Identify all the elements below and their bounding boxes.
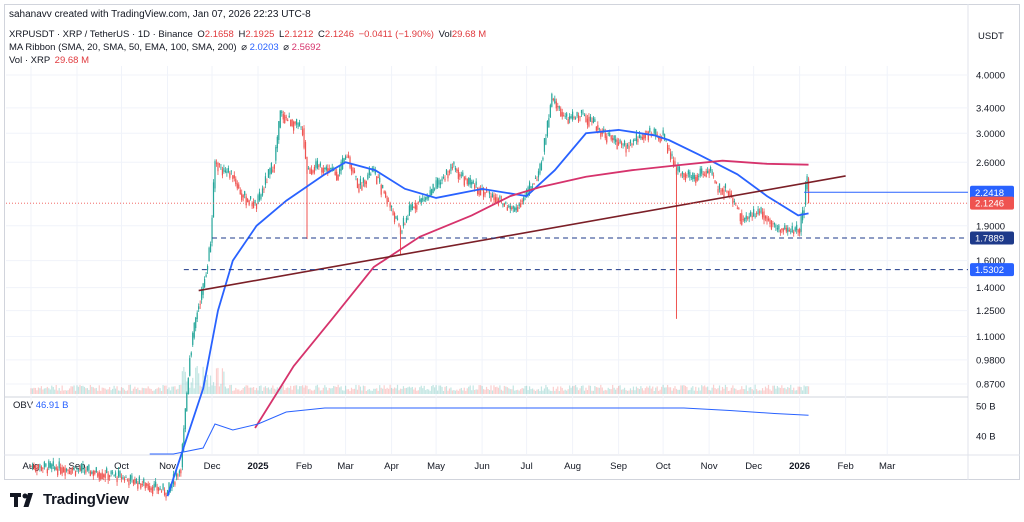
vol-line-value: 29.68 M [54, 55, 89, 66]
ma-ribbon-label[interactable]: MA Ribbon (SMA, 20, SMA, 50, EMA, 100, S… [9, 42, 237, 53]
candle-body [132, 479, 134, 484]
candle-body [168, 482, 170, 495]
candle-body [162, 484, 164, 490]
attribution: sahanavv created with TradingView.com, J… [9, 9, 311, 20]
tradingview-logo-icon [10, 492, 33, 507]
low-value: 2.1212 [284, 29, 314, 40]
candle-body [152, 486, 154, 495]
vol-line-label[interactable]: Vol · XRP [9, 55, 51, 66]
candle-body [140, 483, 142, 489]
ma-value-1: 2.0203 [249, 42, 279, 53]
brand-name: TradingView [43, 491, 129, 508]
open-label: O [197, 29, 205, 40]
candle-body [147, 484, 149, 490]
candle-body [166, 490, 169, 494]
candle-body [156, 486, 158, 491]
candle-body [153, 483, 155, 488]
candle-body [128, 479, 130, 486]
volume-label: Vol [438, 29, 452, 40]
candle-body [165, 492, 167, 498]
candle-body [171, 483, 173, 489]
ma-sep-1: ⌀ [241, 42, 247, 53]
candle-body [155, 481, 157, 487]
candle-body [160, 491, 163, 493]
candle-body [174, 482, 176, 485]
symbol-legend[interactable]: XRPUSDT · XRP / TetherUS · 1D · Binance … [9, 29, 486, 40]
high-label: H [238, 29, 246, 40]
obv-legend[interactable]: OBV 46.91 B [13, 400, 68, 411]
ma-sep-2: ⌀ [283, 42, 290, 53]
candle-body [150, 488, 152, 490]
ma-ribbon-legend[interactable]: MA Ribbon (SMA, 20, SMA, 50, EMA, 100, S… [9, 42, 321, 53]
vol-legend[interactable]: Vol · XRP 29.68 M [9, 55, 89, 66]
chart-frame [4, 4, 1020, 480]
change-value: −0.0411 (−1.90%) [358, 29, 434, 40]
close-value: 2.1246 [324, 29, 354, 40]
candle-body [159, 488, 161, 490]
candle-body [158, 487, 160, 491]
high-value: 2.1925 [245, 29, 275, 40]
obv-label[interactable]: OBV [13, 400, 34, 411]
candle-body [163, 489, 166, 495]
close-label: C [318, 29, 325, 40]
candle-body [169, 484, 172, 491]
candle-body [141, 484, 143, 486]
candle-body [149, 485, 151, 492]
currency-label[interactable]: USDT [978, 31, 1004, 42]
candle-body [146, 483, 148, 486]
ma-value-2: 2.5692 [291, 42, 321, 53]
symbol-name[interactable]: XRPUSDT · XRP / TetherUS · 1D · Binance [9, 29, 193, 40]
obv-value: 46.91 B [35, 400, 69, 411]
candle-body [137, 482, 139, 489]
low-label: L [279, 29, 285, 40]
tradingview-logo[interactable]: TradingView [10, 491, 129, 508]
candle-body [144, 483, 146, 489]
open-value: 2.1658 [204, 29, 234, 40]
volume-value: 29.68 M [451, 29, 487, 40]
